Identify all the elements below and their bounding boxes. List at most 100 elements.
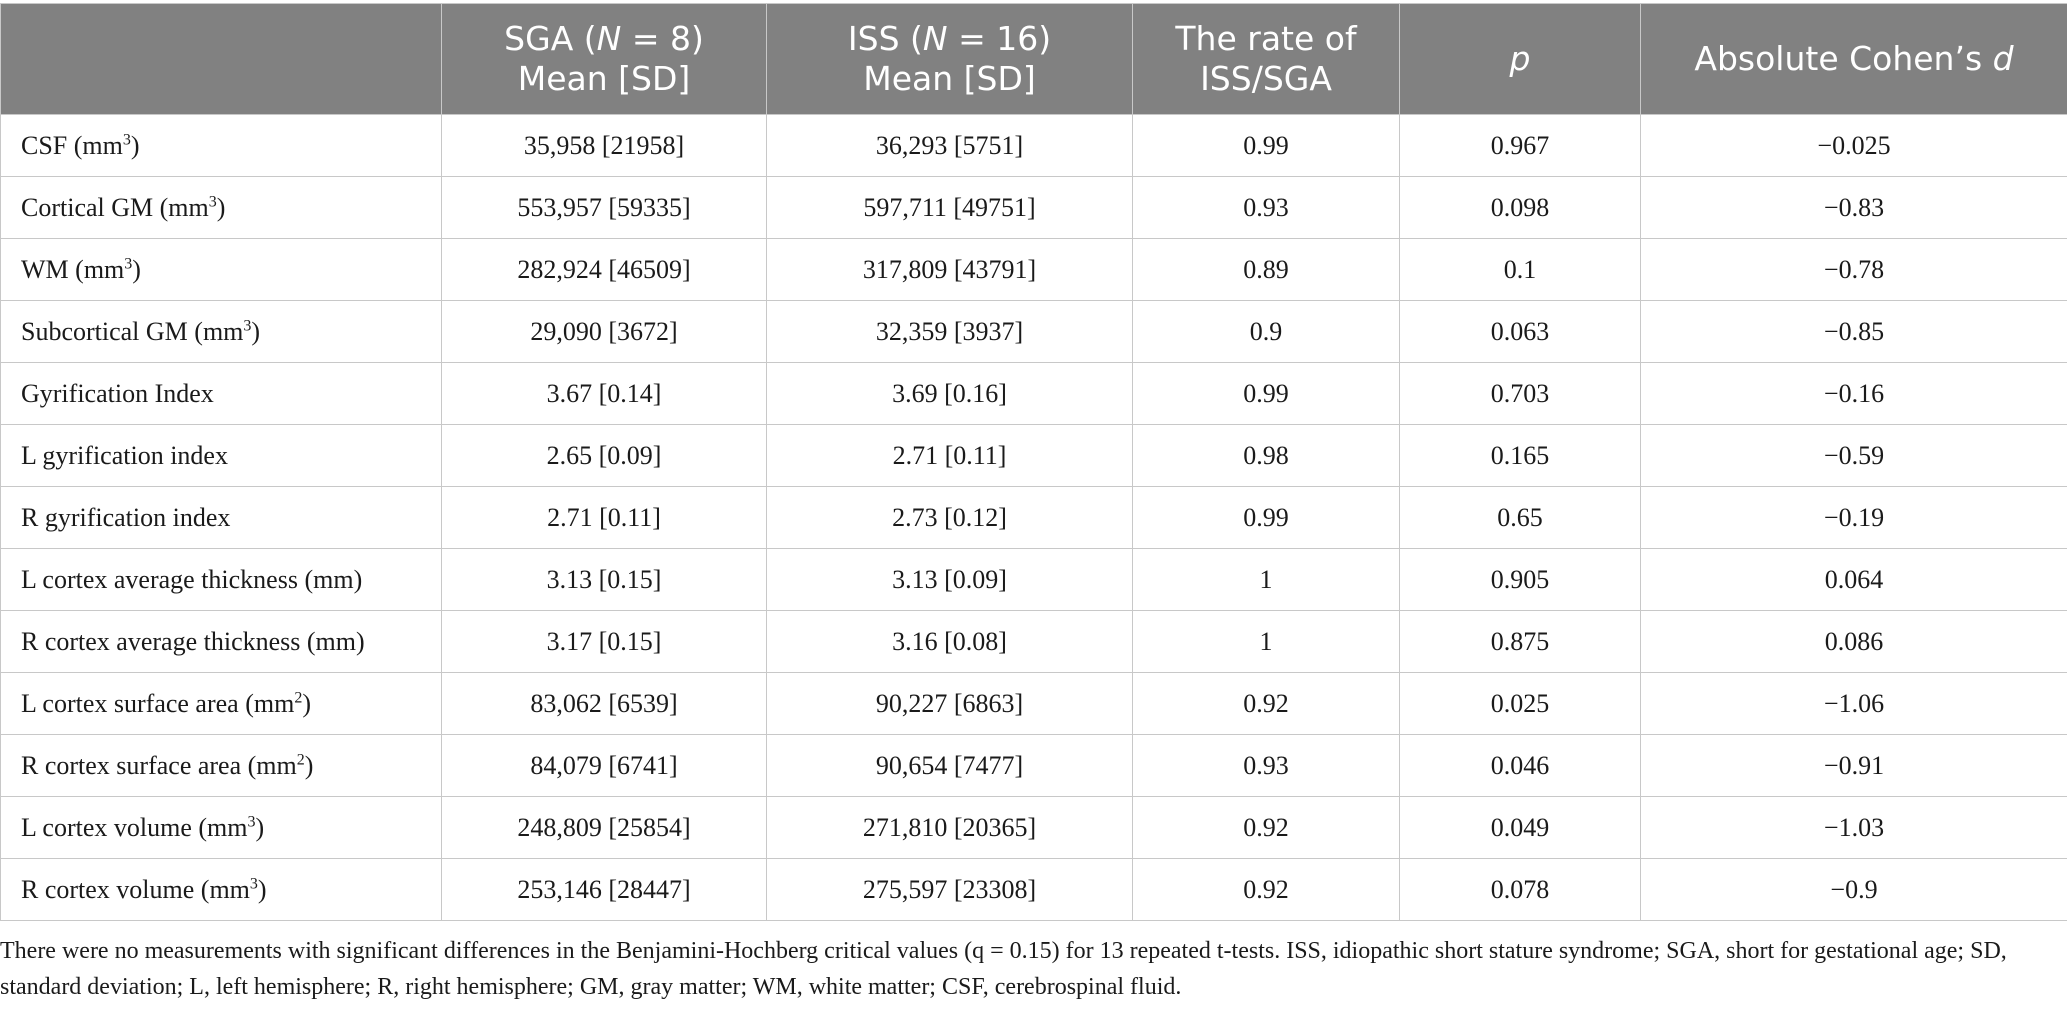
rate-cell: 0.99 [1132, 486, 1400, 549]
measure-cell: Gyrification Index [0, 362, 442, 425]
iss-cell: 90,227 [6863] [766, 672, 1133, 735]
table-row: Subcortical GM (mm3) 29,090 [3672] 32,359 … [0, 300, 2067, 363]
iss-cell: 2.73 [0.12] [766, 486, 1133, 549]
table-row: L cortex volume (mm3) 248,809 [25854] 271,… [0, 796, 2067, 859]
table-body: CSF (mm3) 35,958 [21958] 36,293 [5751] 0.99… [0, 114, 2067, 921]
table-row: L cortex average thickness (mm) 3.13 [0.1… [0, 548, 2067, 611]
unit-exponent: 3 [122, 130, 131, 148]
rate-cell: 0.9 [1132, 300, 1400, 363]
sga-cell: 282,924 [46509] [441, 238, 767, 301]
unit-exponent: 3 [247, 812, 256, 830]
measure-cell: L cortex surface area (mm2) [0, 672, 442, 735]
sga-cell: 35,958 [21958] [441, 114, 767, 177]
cohens-d-cell: −0.9 [1640, 858, 2067, 921]
cohens-d-cell: −0.025 [1640, 114, 2067, 177]
p-cell: 0.905 [1399, 548, 1641, 611]
cohens-d-cell: −0.85 [1640, 300, 2067, 363]
measure-cell: L cortex average thickness (mm) [0, 548, 442, 611]
iss-cell: 90,654 [7477] [766, 734, 1133, 797]
sga-cell: 3.17 [0.15] [441, 610, 767, 673]
sga-cell: 2.71 [0.11] [441, 486, 767, 549]
measure-cell: Cortical GM (mm3) [0, 176, 442, 239]
iss-cell: 3.13 [0.09] [766, 548, 1133, 611]
sga-cell: 553,957 [59335] [441, 176, 767, 239]
table-row: Gyrification Index 3.67 [0.14] 3.69 [0.16]… [0, 362, 2067, 425]
header-measure [0, 3, 442, 115]
cohens-d-cell: −0.16 [1640, 362, 2067, 425]
cohens-d-cell: 0.064 [1640, 548, 2067, 611]
header-sga: SGA (N = 8) Mean [SD] [441, 3, 767, 115]
sga-cell: 2.65 [0.09] [441, 424, 767, 487]
header-iss: ISS (N = 16) Mean [SD] [766, 3, 1133, 115]
rate-cell: 0.99 [1132, 362, 1400, 425]
rate-cell: 0.99 [1132, 114, 1400, 177]
unit-exponent: 2 [296, 750, 305, 768]
rate-cell: 0.98 [1132, 424, 1400, 487]
rate-cell: 1 [1132, 610, 1400, 673]
measure-cell: CSF (mm3) [0, 114, 442, 177]
p-cell: 0.703 [1399, 362, 1641, 425]
measure-cell: WM (mm3) [0, 238, 442, 301]
cohens-d-cell: −0.59 [1640, 424, 2067, 487]
header-cohens-d: Absolute Cohen’s d [1640, 3, 2067, 115]
rate-cell: 0.89 [1132, 238, 1400, 301]
p-cell: 0.1 [1399, 238, 1641, 301]
table-row: CSF (mm3) 35,958 [21958] 36,293 [5751] 0.99… [0, 114, 2067, 177]
cohens-d-cell: −0.78 [1640, 238, 2067, 301]
measure-cell: R cortex volume (mm3) [0, 858, 442, 921]
measure-cell: R cortex surface area (mm2) [0, 734, 442, 797]
unit-exponent: 2 [294, 688, 303, 706]
header-rate: The rate of ISS/SGA [1132, 3, 1400, 115]
iss-cell: 317,809 [43791] [766, 238, 1133, 301]
cohens-d-cell: −0.91 [1640, 734, 2067, 797]
rate-cell: 0.92 [1132, 672, 1400, 735]
iss-cell: 32,359 [3937] [766, 300, 1133, 363]
sga-cell: 29,090 [3672] [441, 300, 767, 363]
cohens-d-cell: −1.03 [1640, 796, 2067, 859]
measure-cell: R gyrification index [0, 486, 442, 549]
iss-cell: 3.69 [0.16] [766, 362, 1133, 425]
header-row: SGA (N = 8) Mean [SD] ISS (N = 16) Mean … [0, 3, 2067, 115]
iss-cell: 3.16 [0.08] [766, 610, 1133, 673]
iss-cell: 36,293 [5751] [766, 114, 1133, 177]
cohens-d-cell: 0.086 [1640, 610, 2067, 673]
iss-cell: 597,711 [49751] [766, 176, 1133, 239]
p-cell: 0.875 [1399, 610, 1641, 673]
measure-cell: Subcortical GM (mm3) [0, 300, 442, 363]
measure-cell: R cortex average thickness (mm) [0, 610, 442, 673]
table-row: WM (mm3) 282,924 [46509] 317,809 [43791] 0.… [0, 238, 2067, 301]
rate-cell: 0.92 [1132, 796, 1400, 859]
cohens-d-cell: −0.19 [1640, 486, 2067, 549]
iss-cell: 271,810 [20365] [766, 796, 1133, 859]
sga-cell: 83,062 [6539] [441, 672, 767, 735]
sga-cell: 248,809 [25854] [441, 796, 767, 859]
rate-cell: 1 [1132, 548, 1400, 611]
table-row: R cortex surface area (mm2) 84,079 [6741]… [0, 734, 2067, 797]
header-p: p [1399, 3, 1641, 115]
table-row: L cortex surface area (mm2) 83,062 [6539]… [0, 672, 2067, 735]
sga-cell: 3.13 [0.15] [441, 548, 767, 611]
p-cell: 0.967 [1399, 114, 1641, 177]
p-cell: 0.046 [1399, 734, 1641, 797]
sga-cell: 253,146 [28447] [441, 858, 767, 921]
sga-cell: 84,079 [6741] [441, 734, 767, 797]
p-cell: 0.025 [1399, 672, 1641, 735]
table-row: Cortical GM (mm3) 553,957 [59335] 597,711 … [0, 176, 2067, 239]
results-table: SGA (N = 8) Mean [SD] ISS (N = 16) Mean … [0, 3, 2067, 921]
p-cell: 0.063 [1399, 300, 1641, 363]
table-row: R cortex volume (mm3) 253,146 [28447] 275,… [0, 858, 2067, 921]
unit-exponent: 3 [124, 254, 133, 272]
p-cell: 0.65 [1399, 486, 1641, 549]
unit-exponent: 3 [249, 874, 258, 892]
table-footnote: There were no measurements with signific… [0, 938, 2007, 1000]
table-row: L gyrification index 2.65 [0.09] 2.71 [0.1… [0, 424, 2067, 487]
p-cell: 0.049 [1399, 796, 1641, 859]
p-cell: 0.098 [1399, 176, 1641, 239]
unit-exponent: 3 [208, 192, 217, 210]
cohens-d-cell: −1.06 [1640, 672, 2067, 735]
p-cell: 0.165 [1399, 424, 1641, 487]
p-cell: 0.078 [1399, 858, 1641, 921]
table-row: R gyrification index 2.71 [0.11] 2.73 [0.1… [0, 486, 2067, 549]
iss-cell: 2.71 [0.11] [766, 424, 1133, 487]
cohens-d-cell: −0.83 [1640, 176, 2067, 239]
